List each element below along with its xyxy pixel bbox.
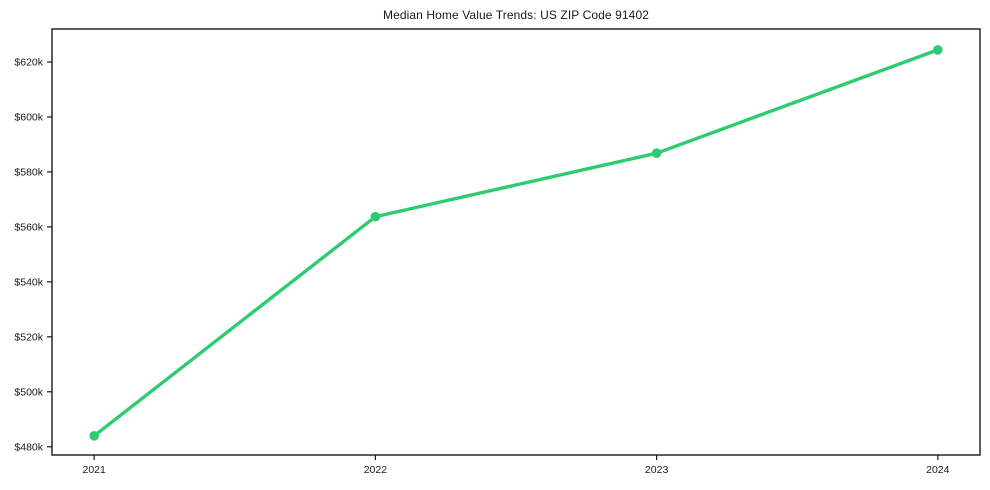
x-tick-label: 2023 — [645, 464, 669, 476]
data-point-marker — [651, 148, 662, 158]
data-point-marker — [933, 45, 943, 55]
y-tick-label: $600k — [14, 112, 43, 124]
y-tick-label: $620k — [14, 57, 43, 69]
y-tick-label: $480k — [14, 441, 43, 453]
trend-line — [92, 48, 940, 438]
y-tick-label: $580k — [14, 167, 43, 179]
y-tick-label: $560k — [14, 222, 43, 234]
data-point-marker — [89, 431, 99, 441]
y-tick-label: $520k — [14, 332, 43, 344]
y-tick-label: $500k — [14, 386, 43, 398]
y-tick-label: $540k — [14, 277, 43, 289]
x-tick-label: 2022 — [364, 464, 388, 476]
x-tick-label: 2021 — [83, 464, 107, 476]
chart-title: Median Home Value Trends: US ZIP Code 91… — [382, 8, 649, 22]
plot-border — [51, 28, 981, 456]
data-point-marker — [370, 211, 381, 222]
x-tick-label: 2024 — [926, 464, 950, 476]
